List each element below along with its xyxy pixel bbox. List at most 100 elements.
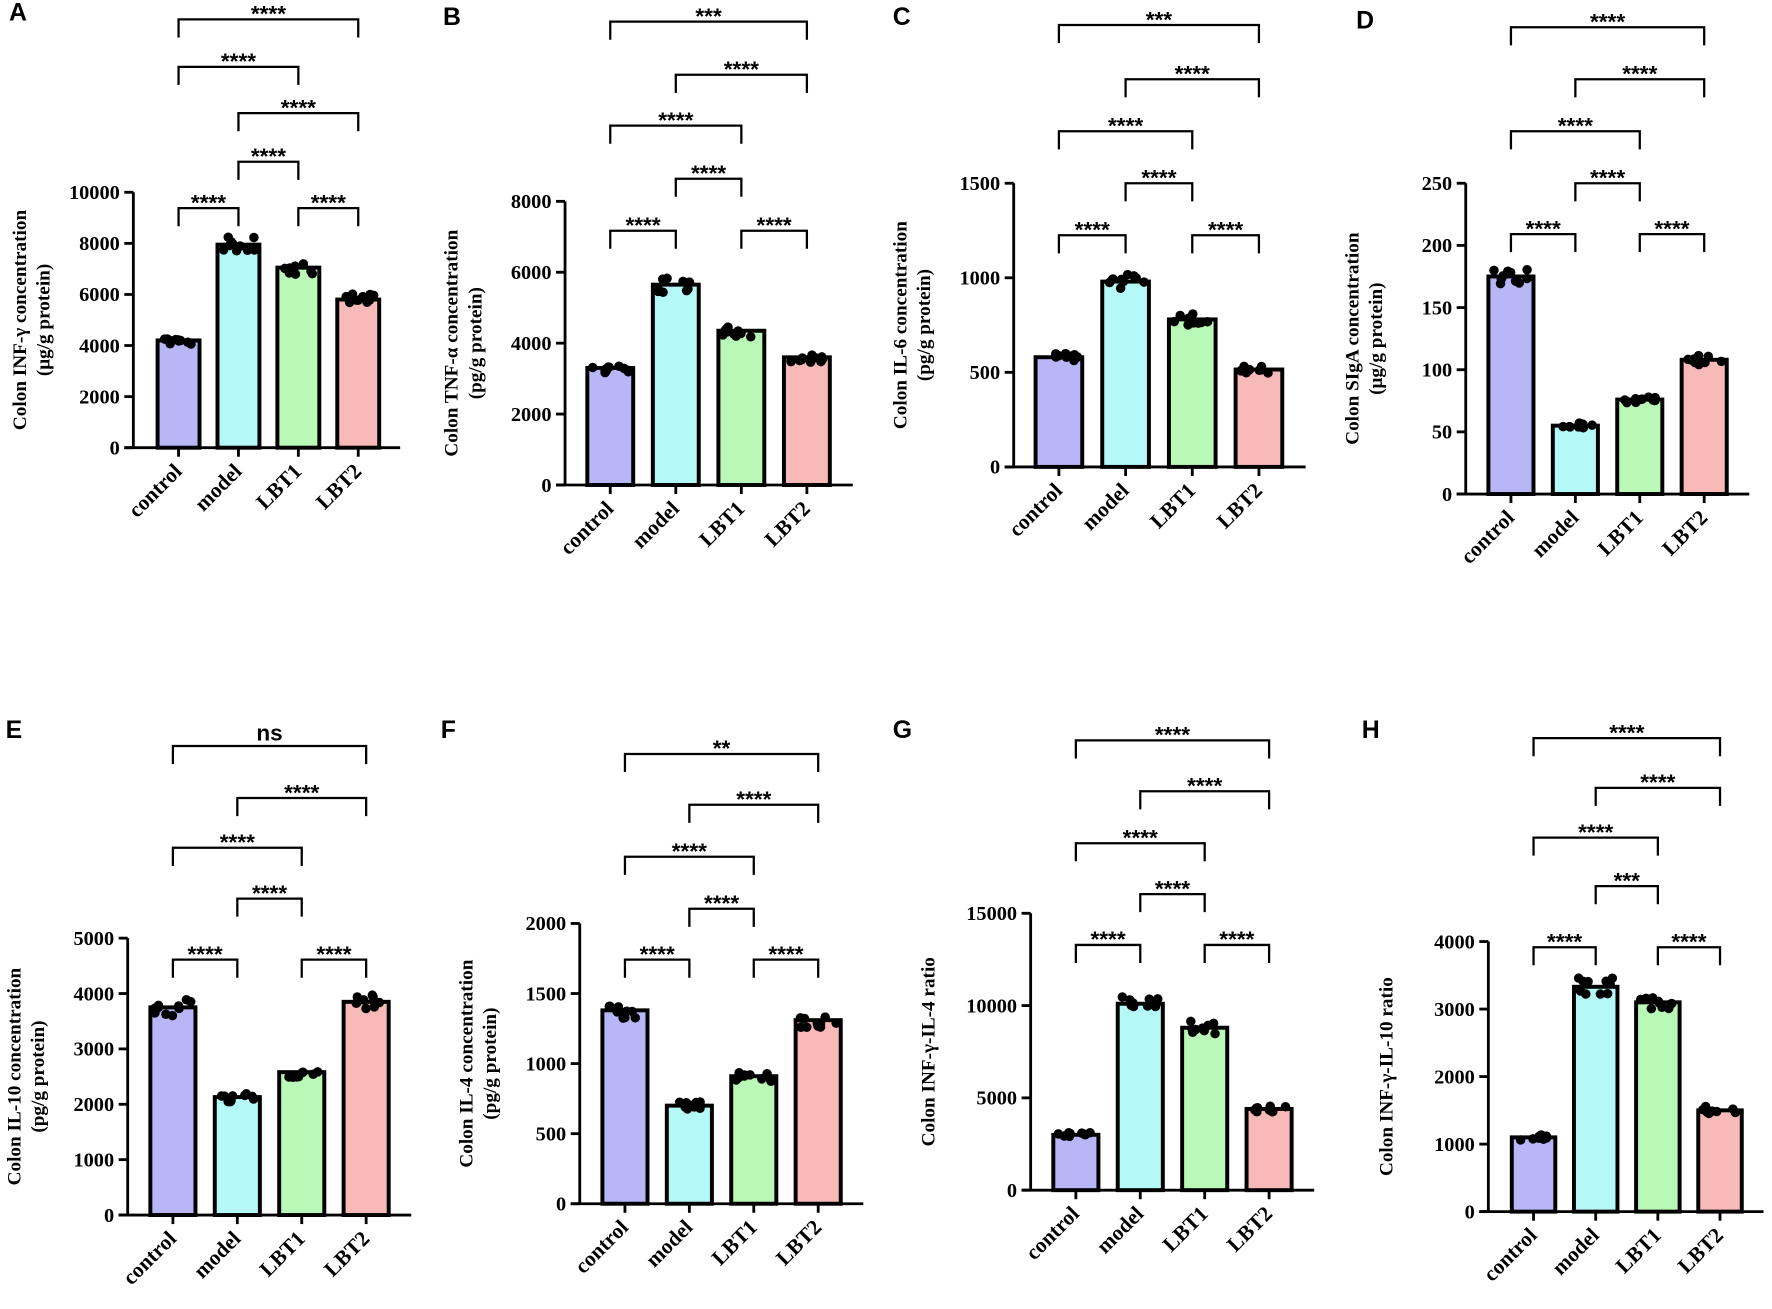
significance-bracket [236, 796, 368, 817]
x-tick-label: model [641, 1215, 698, 1272]
data-point [786, 356, 796, 367]
x-tick-label: LBT2 [1212, 478, 1267, 533]
significance-label: **** [1090, 927, 1125, 952]
data-point [1578, 976, 1588, 987]
bar-model [1100, 279, 1151, 469]
y-tick-label: 0 [1442, 484, 1452, 506]
panel-letter: G [893, 716, 912, 744]
bar-LBT2 [781, 355, 832, 487]
significance-label: **** [251, 2, 286, 27]
significance-bracket [1139, 790, 1271, 810]
x-tick-label: LBT2 [1222, 1202, 1277, 1257]
data-point [1210, 1028, 1220, 1039]
y-tick-label: 1000 [526, 1053, 567, 1075]
data-point [280, 263, 290, 274]
bar-control [1051, 1132, 1101, 1193]
significance-bracket [177, 18, 360, 38]
x-tick-label: LBT2 [319, 1226, 374, 1281]
x-tick-label: control [118, 1226, 181, 1289]
y-tick-label: 10000 [69, 182, 120, 204]
significance-label: **** [1187, 774, 1222, 799]
y-tick-label: 4000 [1434, 931, 1475, 953]
y-tick-label: 250 [1422, 173, 1453, 195]
significance-bracket [297, 206, 360, 227]
data-point [1251, 1103, 1262, 1113]
significance-label: **** [188, 942, 223, 967]
significance-bracket [1191, 234, 1261, 254]
bar-LBT1 [1180, 1025, 1230, 1193]
bar-model [650, 282, 701, 487]
significance-bracket [1509, 130, 1641, 150]
data-point [1648, 395, 1658, 405]
data-point [1115, 283, 1126, 293]
x-tick-label: model [1547, 1223, 1604, 1280]
y-tick-label: 0 [990, 457, 1000, 479]
bar-LBT1 [716, 328, 767, 487]
bar-model [1571, 984, 1620, 1214]
data-point [1581, 989, 1591, 999]
significance-bracket [177, 65, 300, 85]
data-point [1635, 994, 1646, 1005]
panel-A: A 0 2000 4000 6000 8000 10000 control model LBT1 L… [9, 0, 401, 522]
data-point [815, 1022, 826, 1032]
significance-label: **** [640, 942, 675, 967]
y-tick-label: 500 [970, 362, 1001, 384]
y-tick-label: 200 [1422, 235, 1453, 257]
x-tick-label: LBT2 [1657, 505, 1712, 560]
significance-label: **** [251, 144, 286, 169]
data-point [1535, 1131, 1546, 1141]
significance-bracket [688, 803, 820, 823]
y-axis-label: Colon SIgA concentration [1342, 232, 1363, 445]
significance-bracket [171, 958, 239, 978]
significance-bracket [171, 846, 303, 866]
bar-model [212, 1095, 262, 1218]
significance-bracket [1139, 892, 1206, 913]
data-point [1186, 1016, 1196, 1027]
significance-label: **** [1175, 62, 1210, 87]
bar-model [215, 242, 262, 450]
bar-LBT2 [335, 297, 382, 450]
y-tick-label: 2000 [1434, 1066, 1475, 1088]
bar-control [148, 1005, 198, 1218]
significance-label: **** [1547, 929, 1582, 954]
y-tick-label: 150 [1422, 297, 1453, 319]
data-point [1175, 310, 1185, 321]
bar-control [1486, 274, 1536, 497]
data-point [1700, 1102, 1710, 1113]
data-point [235, 241, 245, 251]
y-tick-label: 1000 [73, 1149, 114, 1171]
data-point [1202, 316, 1213, 327]
data-point [1065, 1128, 1075, 1139]
y-tick-label: 2000 [73, 1094, 114, 1116]
x-tick-label: LBT1 [694, 496, 749, 551]
data-point [1602, 988, 1613, 999]
significance-bracket [237, 112, 360, 132]
y-tick-label: 500 [536, 1123, 567, 1145]
significance-label: ** [713, 736, 731, 761]
y-axis-label: (pg/g protein) [480, 1007, 501, 1119]
y-tick-label: 0 [1465, 1201, 1475, 1223]
significance-bracket [1057, 23, 1261, 44]
data-point [368, 992, 378, 1002]
data-point [820, 1012, 830, 1022]
data-point [1184, 316, 1194, 326]
data-point [161, 1009, 171, 1019]
y-axis-label: Colon INF-γ-IL-4 ratio [919, 957, 940, 1146]
x-tick-label: LBT2 [760, 496, 815, 551]
data-point [613, 1002, 624, 1012]
data-point [734, 1067, 744, 1078]
data-point [1256, 365, 1266, 375]
data-point [240, 1090, 250, 1101]
data-point [797, 353, 808, 363]
y-axis-label: (μg/g protein) [34, 264, 55, 376]
panel-letter: D [1356, 6, 1374, 34]
significance-label: **** [284, 780, 319, 805]
data-point [587, 362, 598, 373]
significance-bracket [171, 744, 368, 765]
y-axis-label: (pg/g protein) [914, 269, 935, 381]
data-point [831, 1018, 841, 1028]
y-tick-label: 2000 [526, 913, 567, 935]
data-point [1620, 395, 1630, 405]
significance-label: **** [1671, 929, 1706, 954]
significance-label: **** [1108, 114, 1143, 139]
